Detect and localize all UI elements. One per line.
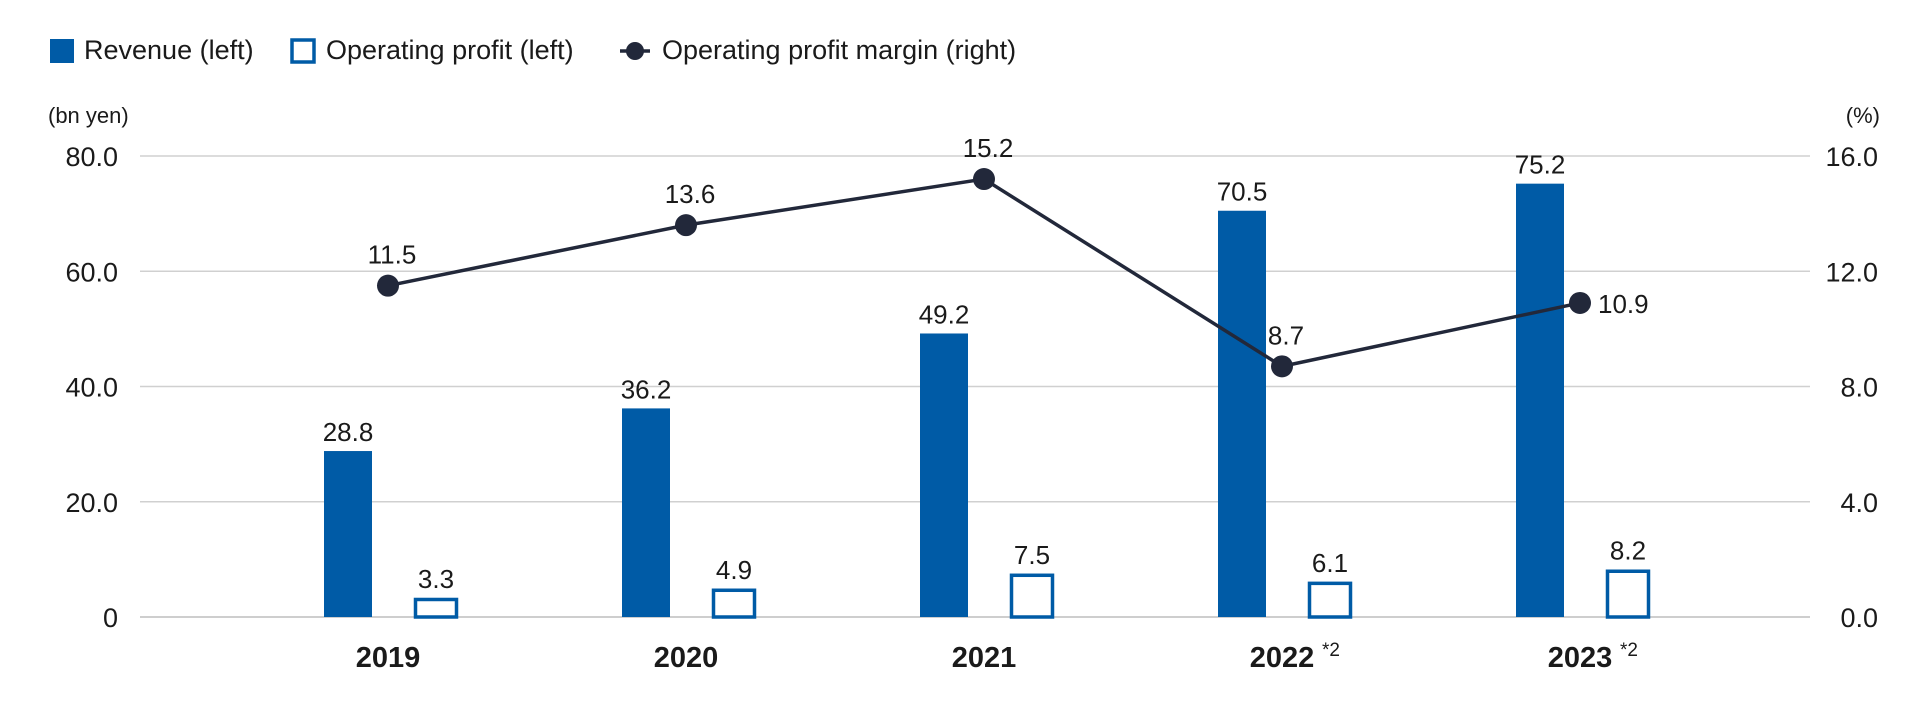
left-axis-ticks: 0 20.0 40.0 60.0 80.0 bbox=[65, 142, 118, 633]
revenue-value-label: 75.2 bbox=[1515, 150, 1566, 180]
operating-profit-value-label: 4.9 bbox=[716, 555, 752, 585]
revenue-value-label: 28.8 bbox=[323, 417, 374, 447]
category-label: 2022 bbox=[1250, 642, 1315, 674]
margin-point bbox=[1569, 291, 1591, 314]
operating-profit-value-label: 3.3 bbox=[418, 564, 454, 594]
right-tick-label: 0.0 bbox=[1840, 603, 1878, 633]
operating-profit-bar bbox=[1605, 569, 1651, 619]
left-tick-label: 20.0 bbox=[65, 488, 118, 518]
margin-point bbox=[377, 274, 399, 297]
right-tick-label: 12.0 bbox=[1825, 257, 1878, 287]
revenue-bar bbox=[1516, 183, 1564, 617]
margin-value-label: 11.5 bbox=[368, 240, 417, 270]
legend-label-revenue: Revenue (left) bbox=[84, 35, 254, 65]
category-label: 2021 bbox=[952, 642, 1017, 674]
margin-value-label: 13.6 bbox=[665, 179, 716, 209]
margin-point bbox=[973, 168, 995, 191]
operating-profit-bar bbox=[711, 588, 757, 619]
operating-profit-bar bbox=[413, 597, 459, 619]
right-tick-label: 16.0 bbox=[1825, 142, 1878, 172]
revenue-value-label: 49.2 bbox=[919, 299, 970, 329]
revenue-bar bbox=[324, 451, 372, 617]
left-tick-label: 40.0 bbox=[65, 373, 118, 403]
left-tick-label: 0 bbox=[103, 603, 118, 633]
margin-point bbox=[675, 214, 697, 237]
bars bbox=[324, 183, 1651, 619]
legend-swatch-operating-profit bbox=[290, 38, 316, 64]
margin-line-series bbox=[377, 168, 1591, 378]
legend-label-operating-profit: Operating profit (left) bbox=[326, 35, 574, 65]
operating-profit-bar bbox=[1009, 573, 1055, 619]
legend-swatch-revenue bbox=[50, 39, 74, 63]
operating-profit-bar bbox=[1307, 581, 1353, 619]
revenue-bar bbox=[1218, 210, 1266, 617]
revenue-bar bbox=[622, 408, 670, 617]
margin-value-label: 10.9 bbox=[1598, 289, 1649, 319]
right-tick-label: 4.0 bbox=[1840, 488, 1878, 518]
operating-profit-value-label: 6.1 bbox=[1312, 548, 1348, 578]
left-tick-label: 80.0 bbox=[65, 142, 118, 172]
margin-value-label: 8.7 bbox=[1268, 320, 1304, 350]
legend-label-margin: Operating profit margin (right) bbox=[662, 35, 1016, 65]
revenue-bar bbox=[920, 333, 968, 617]
legend: Revenue (left) Operating profit (left) O… bbox=[50, 35, 1016, 65]
operating-profit-value-label: 7.5 bbox=[1014, 540, 1050, 570]
left-tick-label: 60.0 bbox=[65, 257, 118, 287]
right-axis-unit-label: (%) bbox=[1846, 103, 1880, 128]
category-footnote-mark: *2 bbox=[1322, 640, 1340, 661]
revenue-value-label: 36.2 bbox=[621, 374, 672, 404]
margin-line bbox=[387, 177, 1581, 369]
revenue-value-label: 70.5 bbox=[1217, 177, 1268, 207]
left-axis-unit-label: (bn yen) bbox=[48, 103, 129, 128]
category-footnote-mark: *2 bbox=[1620, 640, 1638, 661]
margin-value-label: 15.2 bbox=[963, 133, 1014, 163]
category-label: 2019 bbox=[356, 642, 421, 674]
right-axis-ticks: 0.0 4.0 8.0 12.0 16.0 bbox=[1825, 142, 1878, 633]
x-axis-categories: 2019 2020 2021 2022 *2 2023 *2 bbox=[356, 640, 1638, 674]
margin-point bbox=[1271, 355, 1293, 378]
right-tick-label: 8.0 bbox=[1840, 373, 1878, 403]
legend-marker-margin bbox=[626, 42, 644, 60]
category-label: 2023 bbox=[1548, 642, 1613, 674]
operating-profit-value-label: 8.2 bbox=[1610, 536, 1646, 566]
category-label: 2020 bbox=[654, 642, 719, 674]
data-labels: 28.8 3.3 36.2 4.9 49.2 7.5 70.5 6.1 75.2 8.2 11.5 1… bbox=[323, 133, 1649, 594]
